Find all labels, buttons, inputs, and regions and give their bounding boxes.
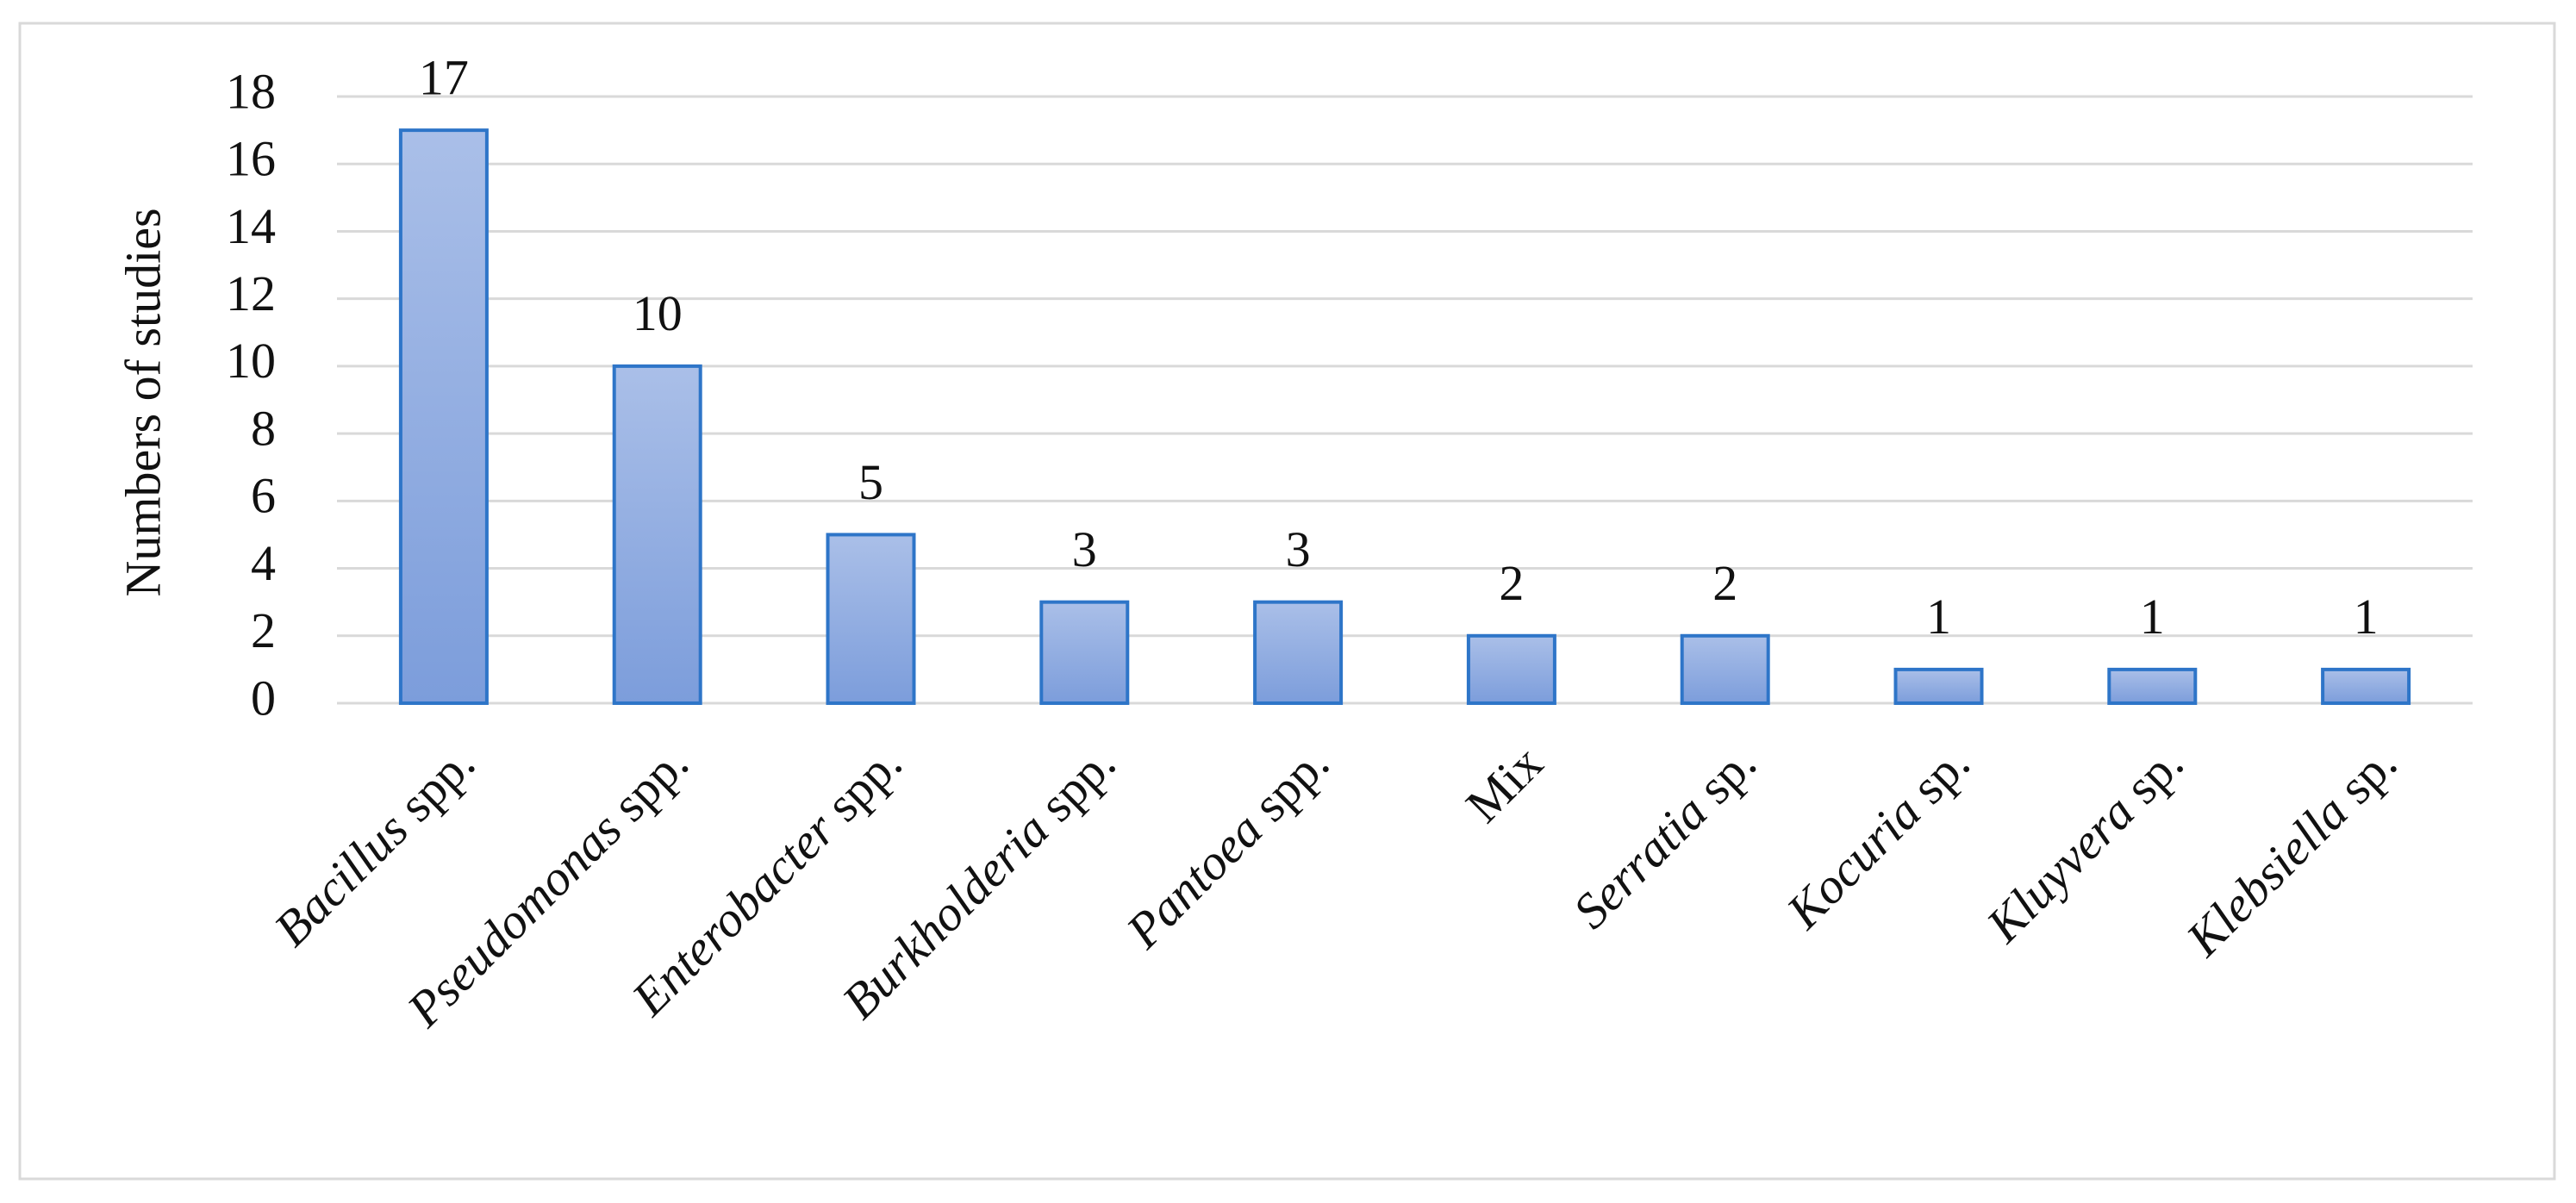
bar xyxy=(2321,667,2411,706)
bar xyxy=(1039,600,1130,706)
y-tick-label: 6 xyxy=(251,468,276,524)
bar xyxy=(1466,633,1556,705)
bar xyxy=(1253,600,1344,706)
bar xyxy=(1893,667,1984,706)
y-axis-label: Numbers of studies xyxy=(115,208,171,596)
data-label: 17 xyxy=(419,49,469,105)
y-tick-label: 18 xyxy=(226,63,276,119)
y-tick-label: 8 xyxy=(251,400,276,456)
y-tick-label: 10 xyxy=(226,333,276,389)
data-label: 2 xyxy=(1712,555,1737,611)
bar xyxy=(1680,633,1770,705)
y-tick-label: 16 xyxy=(226,131,276,187)
data-label: 3 xyxy=(1286,521,1311,577)
bar xyxy=(612,364,702,705)
data-label: 5 xyxy=(858,454,883,510)
bar xyxy=(2107,667,2198,706)
y-tick-label: 0 xyxy=(251,670,276,726)
data-label: 1 xyxy=(1926,589,1951,645)
y-tick-label: 14 xyxy=(226,198,276,254)
bar xyxy=(826,533,916,706)
y-tick-label: 4 xyxy=(251,535,276,591)
data-label: 10 xyxy=(633,285,683,341)
bar xyxy=(398,128,489,706)
data-label: 2 xyxy=(1499,555,1524,611)
y-tick-label: 2 xyxy=(251,602,276,658)
data-label: 1 xyxy=(2140,589,2165,645)
data-label: 3 xyxy=(1072,521,1097,577)
y-tick-label: 12 xyxy=(226,265,276,321)
data-label: 1 xyxy=(2354,589,2379,645)
